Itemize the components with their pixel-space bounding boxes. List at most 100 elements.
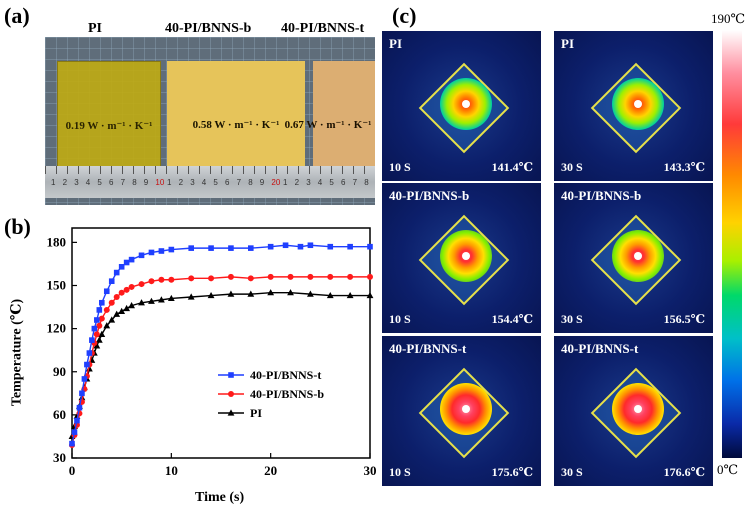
data-point bbox=[167, 294, 175, 302]
data-point bbox=[123, 259, 130, 266]
y-tick-label: 30 bbox=[53, 450, 66, 465]
legend-label: 40-PI/BNNS-b bbox=[250, 387, 324, 401]
ruler-number: 3 bbox=[306, 178, 311, 187]
data-point bbox=[108, 316, 116, 323]
thermal-time: 30 S bbox=[561, 465, 583, 479]
film-bnns-t-name: 40-PI/BNNS-t bbox=[281, 21, 365, 36]
data-point bbox=[71, 429, 78, 435]
data-point bbox=[158, 276, 165, 283]
hot-spot-center bbox=[462, 252, 470, 260]
y-tick-label: 60 bbox=[53, 407, 66, 422]
thermal-sample-name: 40-PI/BNNS-t bbox=[389, 341, 467, 356]
temperature-chart: 0 10 20 30 30 60 90 120 150 180 40-PI/BNNS-t 40-PI… bbox=[47, 227, 377, 478]
data-point bbox=[113, 294, 120, 300]
data-point bbox=[326, 291, 334, 299]
y-tick-label: 90 bbox=[53, 364, 66, 379]
plot-frame bbox=[71, 227, 371, 459]
thermal-image: PI 30 S 143.3℃ bbox=[554, 31, 713, 181]
data-point bbox=[69, 440, 75, 447]
thermal-image: 40-PI/BNNS-t 10 S 175.6℃ bbox=[382, 336, 541, 486]
ruler-number: 8 bbox=[364, 178, 369, 187]
thermal-sample-name: PI bbox=[561, 36, 574, 51]
ruler-number: 1 bbox=[167, 178, 172, 187]
data-point bbox=[96, 322, 103, 329]
panel-label-b: (b) bbox=[4, 214, 31, 239]
film-bnns-b-conductivity: 0.58 W · m⁻¹ · K⁻¹ bbox=[192, 118, 280, 131]
data-point bbox=[103, 306, 110, 313]
data-point bbox=[188, 275, 195, 282]
data-point bbox=[208, 245, 214, 251]
ruler-number: 1 bbox=[51, 178, 56, 187]
ruler-number: 1 bbox=[283, 178, 288, 187]
data-point bbox=[113, 310, 121, 317]
data-point bbox=[148, 249, 155, 256]
ruler-number: 7 bbox=[352, 178, 358, 187]
ruler-number: 6 bbox=[341, 178, 346, 187]
temperature-colorbar bbox=[722, 30, 742, 458]
data-point bbox=[327, 273, 334, 280]
ruler-number: 8 bbox=[248, 178, 253, 187]
data-point bbox=[128, 283, 135, 290]
ruler-number: 10 bbox=[155, 178, 165, 187]
hot-spot-center bbox=[462, 405, 470, 413]
ruler-number: 2 bbox=[62, 178, 68, 187]
data-point bbox=[148, 297, 155, 304]
ruler-number: 5 bbox=[329, 178, 334, 187]
data-point bbox=[267, 289, 275, 296]
data-point bbox=[148, 278, 155, 285]
data-point bbox=[84, 361, 90, 368]
ruler-number: 5 bbox=[213, 178, 218, 187]
hot-spot-center bbox=[462, 100, 470, 108]
thermal-sample-name: 40-PI/BNNS-b bbox=[561, 188, 642, 203]
data-point bbox=[113, 269, 120, 276]
data-point bbox=[207, 291, 215, 299]
data-point bbox=[346, 291, 354, 299]
data-point bbox=[367, 273, 373, 280]
series-40-pi-bnns-b bbox=[69, 273, 373, 449]
legend-label: 40-PI/BNNS-t bbox=[250, 368, 321, 382]
data-point bbox=[91, 325, 98, 332]
data-point bbox=[267, 273, 274, 280]
data-point bbox=[247, 275, 254, 282]
data-point bbox=[96, 307, 103, 313]
panel-label-c: (c) bbox=[392, 3, 417, 28]
data-point bbox=[327, 243, 334, 250]
data-point bbox=[267, 243, 274, 250]
thermal-time: 10 S bbox=[389, 160, 411, 174]
data-point bbox=[282, 242, 289, 249]
thermal-max-temperature: 143.3℃ bbox=[663, 160, 705, 174]
data-point bbox=[248, 245, 254, 251]
series-pi bbox=[68, 289, 374, 440]
hot-spot-center bbox=[634, 252, 642, 260]
ruler-number: 20 bbox=[271, 178, 281, 187]
ruler-number: 2 bbox=[294, 178, 300, 187]
thermal-max-temperature: 141.4℃ bbox=[491, 160, 533, 174]
data-point bbox=[103, 322, 111, 329]
data-point bbox=[108, 299, 115, 306]
ruler: 1 2 3 4 5 6 7 8 9 10 1 2 3 4 5 6 7 8 9 20 1 2 3 4 5 6 7 8 bbox=[45, 166, 375, 198]
thermal-max-temperature: 156.5℃ bbox=[663, 312, 705, 326]
colorbar-max-label: 190℃ bbox=[711, 11, 746, 26]
data-point bbox=[86, 350, 93, 356]
series-40-pi-bnns-t bbox=[69, 242, 373, 447]
ruler-number: 3 bbox=[74, 178, 79, 187]
thermal-time: 30 S bbox=[561, 312, 583, 326]
data-point bbox=[108, 278, 115, 284]
data-point bbox=[93, 331, 100, 338]
data-point bbox=[228, 372, 234, 378]
data-point bbox=[227, 290, 235, 297]
ruler-number: 7 bbox=[236, 178, 242, 187]
ruler-number: 8 bbox=[132, 178, 137, 187]
data-point bbox=[76, 404, 83, 411]
y-tick-label: 150 bbox=[47, 278, 67, 293]
data-point bbox=[89, 337, 95, 343]
data-point bbox=[187, 293, 195, 300]
y-tick-label: 120 bbox=[47, 321, 67, 336]
ruler-number: 6 bbox=[225, 178, 230, 187]
ruler-number: 4 bbox=[317, 178, 323, 187]
thermal-image: 40-PI/BNNS-b 10 S 154.4℃ bbox=[382, 183, 541, 333]
data-point bbox=[227, 409, 235, 416]
film-photo: 0.19 W · m⁻¹ · K⁻¹ 0.58 W · m⁻¹ · K⁻¹ 0.… bbox=[45, 37, 375, 205]
x-tick-label: 30 bbox=[364, 463, 377, 478]
hot-spot-center bbox=[634, 100, 642, 108]
